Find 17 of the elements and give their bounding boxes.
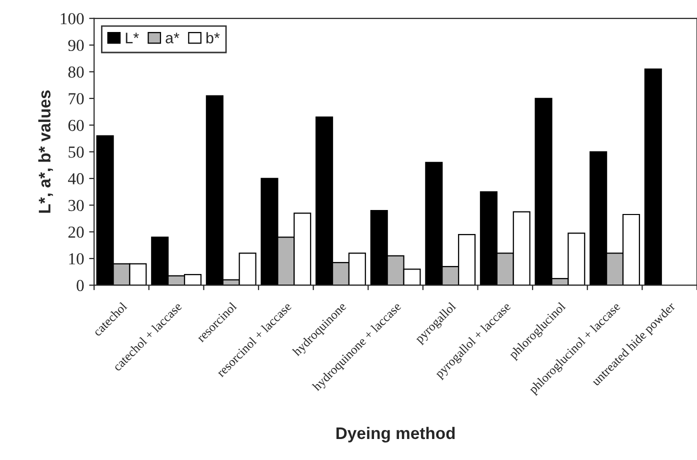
y-tick-label: 10	[69, 253, 84, 264]
y-tick-label: 20	[68, 226, 84, 238]
y-tick-label: 90	[68, 40, 84, 52]
y-tick-label: 40	[68, 173, 84, 184]
legend-label: a*	[166, 32, 180, 44]
legend-label: b*	[206, 32, 220, 44]
x-axis-title: Dyeing method	[336, 426, 455, 442]
bar	[644, 68, 662, 286]
y-tick-label: 0	[76, 280, 84, 292]
y-tick-label: 60	[68, 120, 84, 132]
y-tick-label: 70	[68, 93, 84, 104]
y-tick-label: 100	[60, 13, 84, 24]
y-tick-label: 30	[68, 200, 84, 212]
y-axis-title: L*, a*, b* values	[38, 90, 53, 213]
y-tick-label: 80	[68, 66, 84, 78]
y-tick-label: 50	[68, 146, 84, 158]
legend-label: L*	[126, 32, 139, 44]
